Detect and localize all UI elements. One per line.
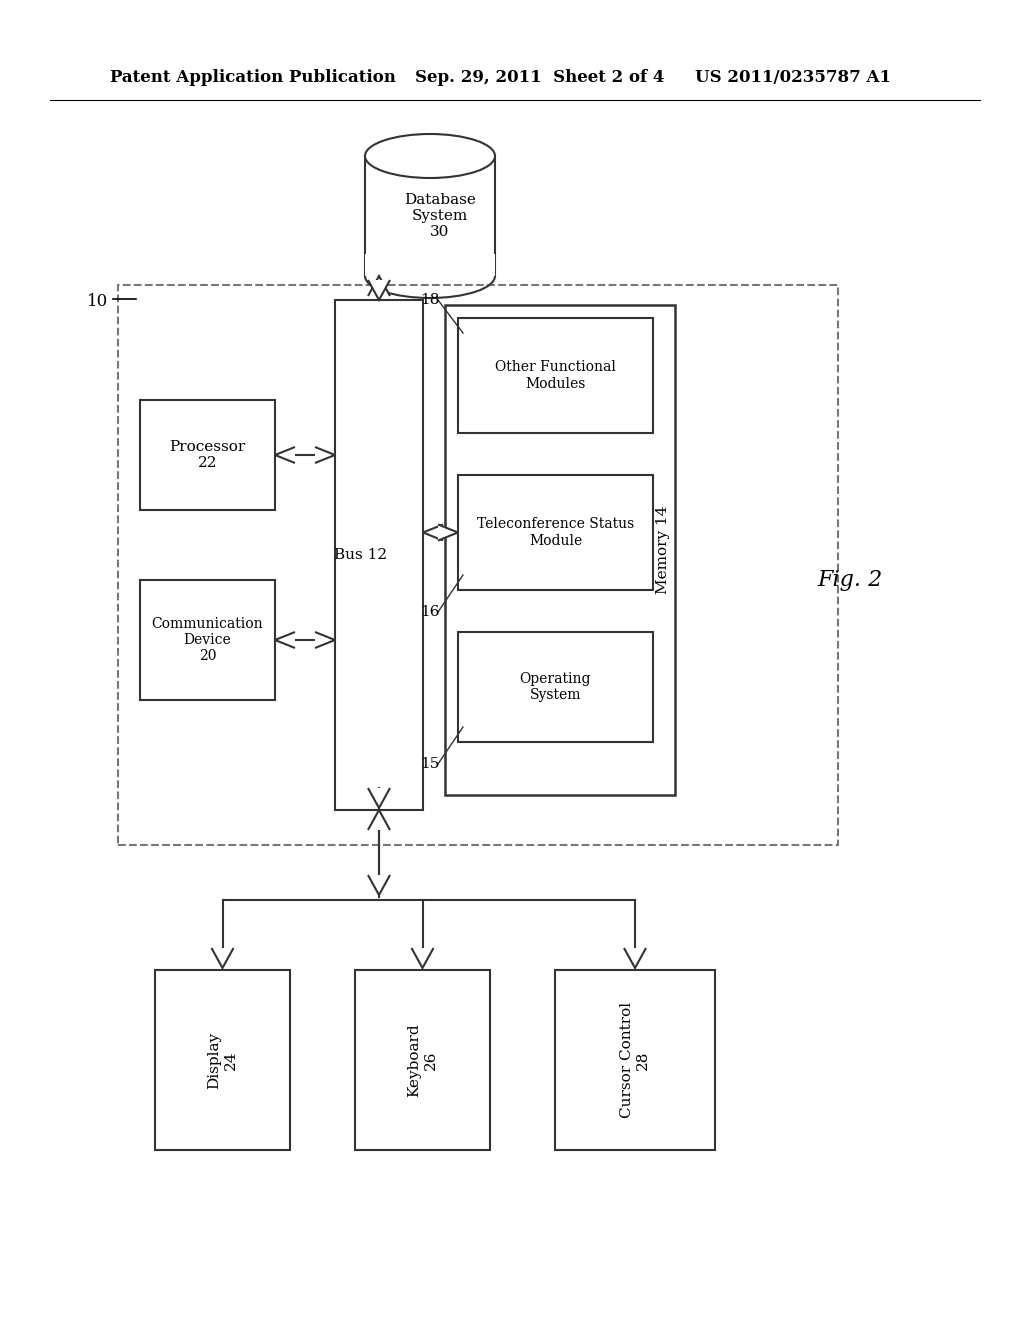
- Text: Patent Application Publication: Patent Application Publication: [110, 70, 396, 87]
- Bar: [458, 632, 653, 742]
- Text: 15: 15: [420, 756, 439, 771]
- Polygon shape: [315, 632, 335, 648]
- Text: Fig. 2: Fig. 2: [817, 569, 883, 591]
- Bar: [140, 400, 275, 510]
- Text: 18: 18: [420, 293, 439, 308]
- Polygon shape: [368, 875, 390, 895]
- Text: Communication
Device
20: Communication Device 20: [152, 616, 263, 663]
- Text: Bus 12: Bus 12: [335, 548, 387, 562]
- Polygon shape: [212, 948, 233, 968]
- Bar: [458, 318, 653, 433]
- Bar: [365, 253, 495, 276]
- Polygon shape: [624, 948, 646, 968]
- Polygon shape: [368, 276, 390, 296]
- Polygon shape: [275, 447, 295, 463]
- Bar: [140, 579, 275, 700]
- Text: 10: 10: [87, 293, 108, 309]
- Text: Teleconference Status
Module: Teleconference Status Module: [477, 517, 634, 548]
- Bar: [445, 305, 675, 795]
- Text: US 2011/0235787 A1: US 2011/0235787 A1: [695, 70, 891, 87]
- Polygon shape: [368, 810, 390, 830]
- Bar: [458, 475, 653, 590]
- Ellipse shape: [365, 135, 495, 178]
- Text: Operating
System: Operating System: [520, 672, 591, 702]
- Polygon shape: [315, 447, 335, 463]
- Text: Display
24: Display 24: [208, 1031, 238, 1089]
- Polygon shape: [438, 524, 458, 540]
- Text: Cursor Control
28: Cursor Control 28: [620, 1002, 650, 1118]
- Text: Memory 14: Memory 14: [656, 506, 670, 594]
- Polygon shape: [275, 632, 295, 648]
- Bar: [555, 970, 715, 1150]
- Polygon shape: [368, 788, 390, 808]
- Text: Sep. 29, 2011  Sheet 2 of 4: Sep. 29, 2011 Sheet 2 of 4: [415, 70, 665, 87]
- Text: Keyboard
26: Keyboard 26: [408, 1023, 437, 1097]
- Text: Processor
22: Processor 22: [169, 440, 246, 470]
- Polygon shape: [423, 524, 443, 540]
- Text: Other Functional
Modules: Other Functional Modules: [495, 360, 616, 391]
- Text: 16: 16: [420, 605, 439, 619]
- Bar: [355, 970, 490, 1150]
- Text: Database
System
30: Database System 30: [404, 193, 476, 239]
- Polygon shape: [368, 280, 390, 300]
- Bar: [155, 970, 290, 1150]
- Bar: [335, 300, 423, 810]
- Polygon shape: [412, 948, 433, 968]
- Bar: [118, 285, 838, 845]
